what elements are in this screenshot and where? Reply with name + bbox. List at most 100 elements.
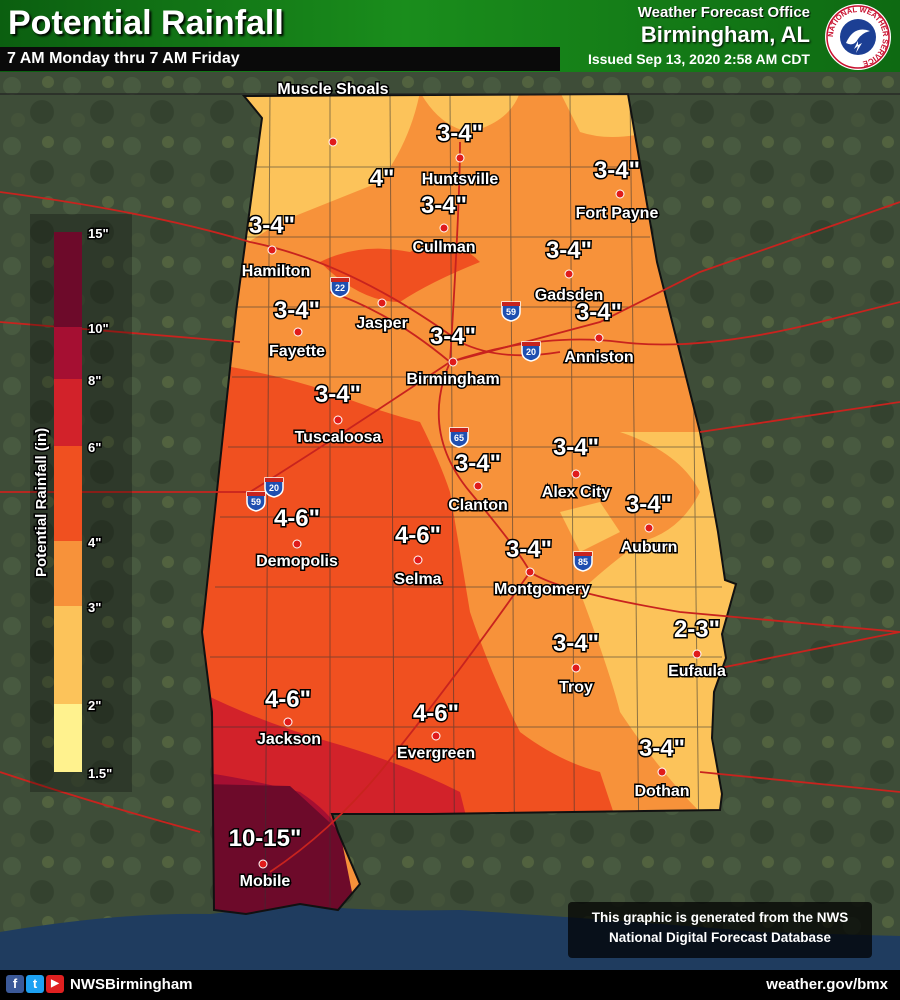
svg-text:85: 85 bbox=[578, 557, 588, 567]
youtube-icon[interactable]: ▶ bbox=[46, 975, 64, 993]
rainfall-range-mobile: 10-15" bbox=[229, 825, 302, 852]
interstate-shield-65: 65 bbox=[449, 427, 469, 448]
city-label-fayette: Fayette bbox=[269, 343, 325, 360]
city-label-montgomery: Montgomery bbox=[494, 581, 590, 598]
city-label-troy: Troy bbox=[559, 679, 593, 696]
page-title: Potential Rainfall bbox=[8, 4, 284, 42]
legend-title: Potential Rainfall (in) bbox=[33, 428, 50, 577]
legend-tick-4: 4" bbox=[88, 535, 101, 550]
city-label-selma: Selma bbox=[394, 571, 441, 588]
interstate-shield-59: 59 bbox=[246, 491, 266, 512]
legend-bin-1 bbox=[54, 327, 82, 379]
rainfall-range-jasper: 4" bbox=[370, 165, 395, 192]
legend-ticks: 15" 10" 8" 6" 4" 3" 2" 1.5" bbox=[87, 225, 114, 783]
legend-tick-3: 6" bbox=[88, 440, 101, 455]
rainfall-range-selma: 4-6" bbox=[395, 522, 441, 549]
legend-tick-2: 8" bbox=[88, 373, 101, 388]
city-label-evergreen: Evergreen bbox=[397, 745, 475, 762]
rainfall-range-montgomery: 3-4" bbox=[506, 536, 552, 563]
svg-text:20: 20 bbox=[269, 483, 279, 493]
interstate-shield-59: 59 bbox=[501, 301, 521, 322]
city-label-mobile: Mobile bbox=[240, 873, 291, 890]
city-label-anniston: Anniston bbox=[564, 349, 633, 366]
rainfall-range-demopolis: 4-6" bbox=[274, 505, 320, 532]
nws-logo-icon: NATIONAL WEATHER SERVICE bbox=[825, 4, 891, 70]
svg-text:65: 65 bbox=[454, 433, 464, 443]
legend-colorbar bbox=[54, 232, 82, 772]
legend-bin-2 bbox=[54, 379, 82, 446]
note-line-1: This graphic is generated from the NWS bbox=[591, 910, 849, 925]
city-label-cullman: Cullman bbox=[412, 239, 475, 256]
highways bbox=[0, 141, 900, 873]
city-label-gadsden: Gadsden bbox=[535, 287, 603, 304]
city-label-hamilton: Hamilton bbox=[242, 263, 310, 280]
city-label-jackson: Jackson bbox=[257, 731, 321, 748]
city-label-eufaula: Eufaula bbox=[668, 663, 726, 680]
svg-text:20: 20 bbox=[526, 347, 536, 357]
rainfall-map: 22 59 20 65 20 59 85 2-3" Muscle Shoals 3-4" Hunt… bbox=[0, 72, 900, 970]
city-markers bbox=[258, 137, 702, 869]
legend-bin-4 bbox=[54, 541, 82, 606]
city-label-muscle-shoals: Muscle Shoals bbox=[277, 81, 388, 98]
rainfall-range-troy: 3-4" bbox=[553, 630, 599, 657]
footer-bar bbox=[0, 970, 900, 1000]
issued-time: Issued Sep 13, 2020 2:58 AM CDT bbox=[587, 51, 810, 67]
city-labels: 2-3" Muscle Shoals 3-4" Huntsville 3-4" Fort … bbox=[227, 80, 727, 892]
legend-tick-0: 15" bbox=[88, 226, 109, 241]
office-label: Weather Forecast Office bbox=[637, 4, 810, 21]
legend-tick-1: 10" bbox=[88, 321, 109, 336]
note-line-2: National Digital Forecast Database bbox=[608, 930, 832, 945]
alabama-outline bbox=[200, 92, 738, 916]
city-label-tuscaloosa: Tuscaloosa bbox=[295, 429, 382, 446]
city-label-clanton: Clanton bbox=[448, 497, 508, 514]
legend-bin-5 bbox=[54, 606, 82, 704]
legend-bin-3 bbox=[54, 446, 82, 541]
city-label-fort-payne: Fort Payne bbox=[576, 205, 659, 222]
legend-bin-0 bbox=[54, 232, 82, 327]
legend-tick-5: 3" bbox=[88, 600, 101, 615]
website-link[interactable]: weather.gov/bmx bbox=[766, 976, 888, 993]
city-label-birmingham: Birmingham bbox=[406, 371, 499, 388]
rainfall-range-clanton: 3-4" bbox=[455, 450, 501, 477]
social-handle[interactable]: NWSBirmingham bbox=[70, 976, 193, 993]
rainfall-range-huntsville: 3-4" bbox=[437, 120, 483, 147]
subtitle-bar bbox=[0, 47, 560, 71]
rainfall-range-jackson: 4-6" bbox=[265, 686, 311, 713]
rainfall-range-hamilton: 3-4" bbox=[249, 212, 295, 239]
interstate-shields: 22 59 20 65 20 59 85 bbox=[246, 277, 593, 572]
rainfall-shading bbox=[202, 94, 736, 914]
rainfall-range-tuscaloosa: 3-4" bbox=[315, 381, 361, 408]
office-city: Birmingham, AL bbox=[640, 22, 810, 47]
city-label-demopolis: Demopolis bbox=[256, 553, 338, 570]
city-label-huntsville: Huntsville bbox=[422, 171, 499, 188]
facebook-icon[interactable]: f bbox=[6, 975, 24, 993]
rainfall-range-cullman: 3-4" bbox=[421, 192, 467, 219]
city-label-auburn: Auburn bbox=[621, 539, 678, 556]
svg-text:22: 22 bbox=[335, 283, 345, 293]
rainfall-range-birmingham: 3-4" bbox=[430, 323, 476, 350]
rainfall-range-evergreen: 4-6" bbox=[413, 700, 459, 727]
rainfall-range-fort-payne: 3-4" bbox=[594, 157, 640, 184]
svg-text:59: 59 bbox=[251, 497, 261, 507]
social-icons: f t ▶ bbox=[6, 975, 64, 993]
svg-text:59: 59 bbox=[506, 307, 516, 317]
rainfall-range-eufaula: 2-3" bbox=[674, 616, 720, 643]
rainfall-range-anniston: 3-4" bbox=[576, 299, 622, 326]
twitter-icon[interactable]: t bbox=[26, 975, 44, 993]
legend-tick-6: 2" bbox=[88, 698, 101, 713]
rainfall-range-dothan: 3-4" bbox=[639, 735, 685, 762]
data-source-note: This graphic is generated from the NWS N… bbox=[568, 902, 872, 958]
city-label-jasper: Jasper bbox=[356, 315, 408, 332]
interstate-shield-20: 20 bbox=[264, 477, 284, 498]
legend-tick-7: 1.5" bbox=[88, 766, 112, 781]
city-label-alex-city: Alex City bbox=[542, 484, 611, 501]
rainfall-range-auburn: 3-4" bbox=[626, 491, 672, 518]
city-label-dothan: Dothan bbox=[634, 783, 689, 800]
interstate-shield-22: 22 bbox=[330, 277, 350, 298]
time-range-subtitle: 7 AM Monday thru 7 AM Friday bbox=[7, 50, 240, 67]
rainfall-range-gadsden: 3-4" bbox=[546, 237, 592, 264]
legend-bin-6 bbox=[54, 704, 82, 772]
rainfall-range-alex-city: 3-4" bbox=[553, 434, 599, 461]
interstate-shield-20: 20 bbox=[521, 341, 541, 362]
interstate-shield-85: 85 bbox=[573, 551, 593, 572]
